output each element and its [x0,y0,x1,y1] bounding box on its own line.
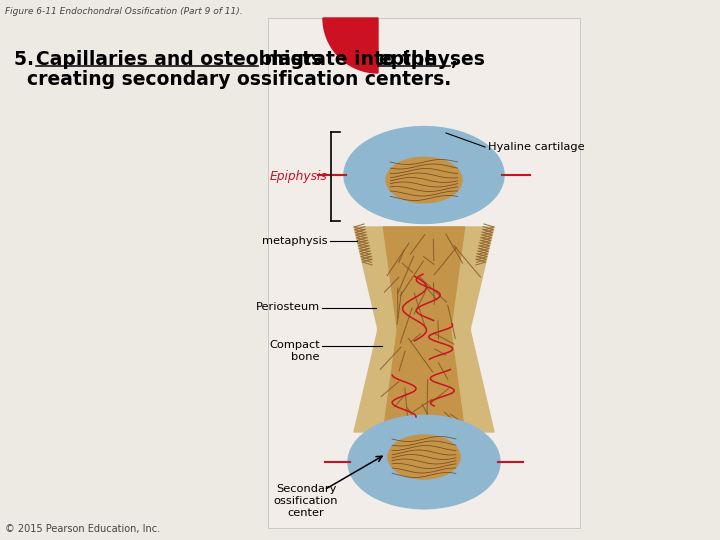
Text: Figure 6-11 Endochondral Ossification (Part 9 of 11).: Figure 6-11 Endochondral Ossification (P… [5,7,243,16]
Text: Epiphysis: Epiphysis [269,170,327,183]
Text: center: center [287,508,325,518]
Polygon shape [323,18,378,73]
Polygon shape [354,227,494,432]
Ellipse shape [386,157,462,203]
Ellipse shape [348,415,500,509]
Text: Hyaline cartilage: Hyaline cartilage [488,142,585,152]
Polygon shape [383,227,464,432]
Text: metaphysis: metaphysis [262,236,328,246]
Text: bone: bone [292,353,320,362]
Text: Compact: Compact [269,340,320,349]
Text: 5.: 5. [14,50,40,69]
Text: creating secondary ossification centers.: creating secondary ossification centers. [14,70,451,89]
Text: Capillaries and osteoblasts: Capillaries and osteoblasts [36,50,323,69]
Text: © 2015 Pearson Education, Inc.: © 2015 Pearson Education, Inc. [5,524,160,534]
Ellipse shape [344,126,504,224]
Text: migrate into the: migrate into the [258,50,444,69]
Ellipse shape [388,435,460,479]
Text: ,: , [450,50,457,69]
Text: epiphyses: epiphyses [378,50,485,69]
Text: Periosteum: Periosteum [256,302,320,313]
Text: Secondary: Secondary [276,484,336,494]
Text: ossification: ossification [274,496,338,506]
Bar [268,18,580,528]
